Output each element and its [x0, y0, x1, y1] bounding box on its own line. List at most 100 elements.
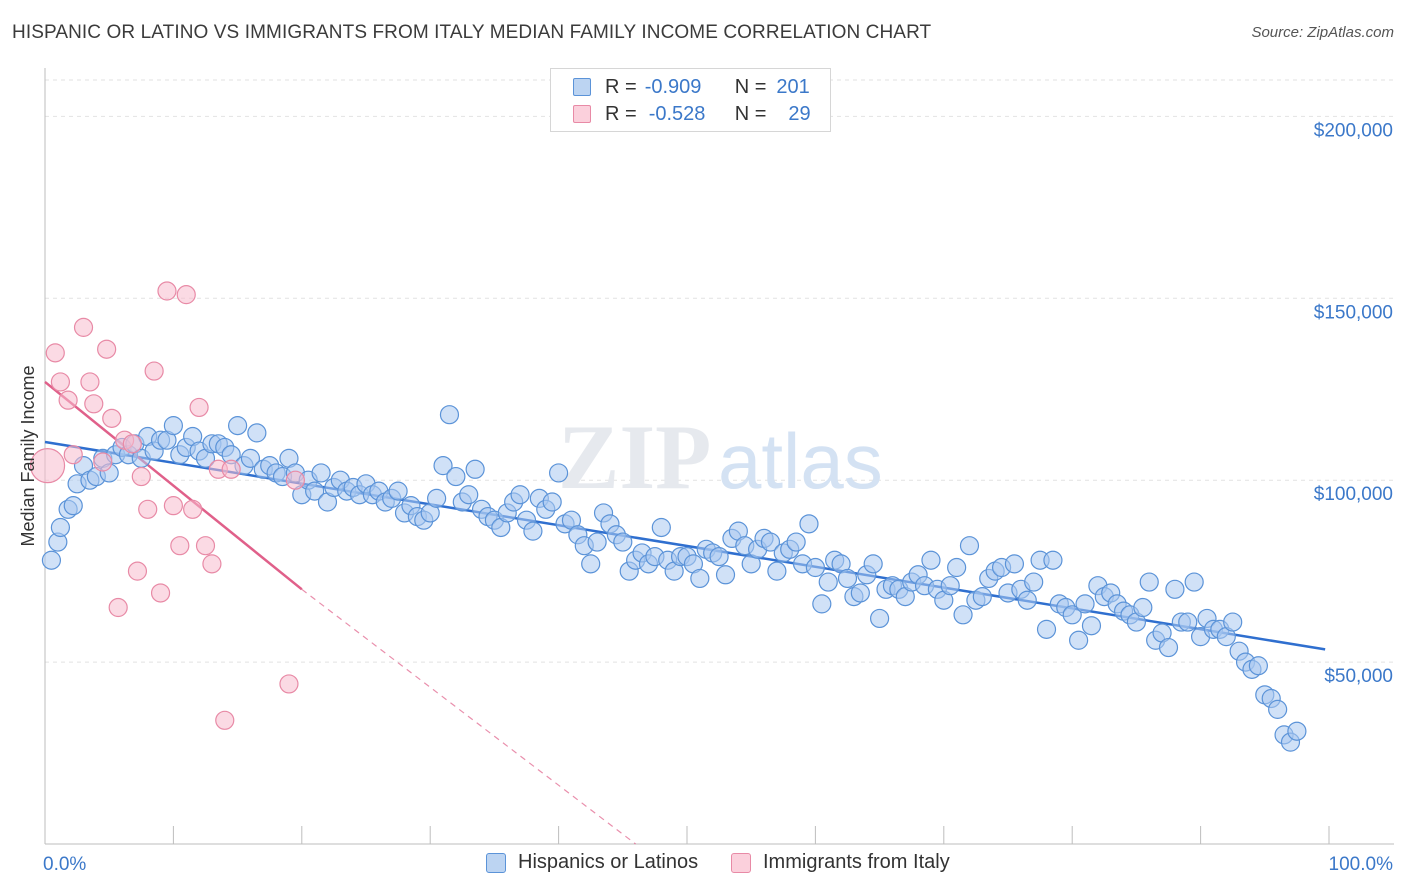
hispanic-point: [1043, 550, 1063, 570]
italy-point: [102, 408, 122, 428]
italy-point: [84, 394, 104, 414]
hispanic-point: [228, 416, 248, 436]
source-label: Source: ZipAtlas.com: [1251, 24, 1394, 41]
italy-trend-extension: [301, 588, 637, 845]
hispanic-point: [799, 514, 819, 534]
legend-item-italy: Immigrants from Italy: [731, 851, 950, 874]
hispanic-point: [1248, 656, 1268, 676]
hispanic-point: [1062, 605, 1082, 625]
italy-point: [29, 448, 66, 484]
hispanic-point: [1036, 619, 1057, 639]
x-tick-label: 0.0%: [43, 854, 86, 875]
italy-point: [170, 536, 190, 556]
hispanic-point: [1081, 616, 1102, 636]
hispanic-point: [1069, 630, 1089, 650]
italy-point: [108, 597, 128, 618]
hispanic-point: [1178, 612, 1198, 632]
legend-r-label: R =: [605, 102, 637, 125]
hispanic-point: [863, 554, 883, 574]
hispanic-point: [510, 485, 530, 505]
italy-point: [285, 470, 305, 490]
hispanic-point: [786, 532, 806, 552]
italy-point: [138, 499, 158, 519]
hispanic-point: [869, 608, 890, 629]
italy-point: [73, 317, 94, 337]
hispanic-point: [50, 517, 71, 538]
hispanic-point: [972, 587, 992, 607]
hispanic-point: [459, 485, 479, 505]
legend-swatch-pink: [731, 852, 751, 873]
legend-n-label: N =: [734, 102, 767, 125]
svg-text:ZIP: ZIP: [558, 406, 711, 508]
legend-row-italy: R = -0.528 N = 29: [573, 101, 811, 127]
watermark: ZIP atlas: [558, 406, 883, 508]
y-tick-label: $150,000: [1314, 302, 1393, 323]
y-tick-label: $100,000: [1314, 484, 1393, 505]
hispanic-point: [1024, 572, 1044, 592]
hispanic-point: [818, 572, 838, 592]
hispanic-point: [1017, 590, 1037, 610]
hispanic-point: [760, 532, 781, 552]
y-tick-label: $50,000: [1324, 666, 1393, 687]
x-tick-labels: 0.0% 100.0%: [43, 854, 1393, 875]
hispanic-point: [311, 463, 331, 483]
y-axis-label: Median Family Income: [18, 365, 38, 546]
hispanic-point: [63, 496, 83, 516]
data-points: [29, 281, 1307, 752]
hispanic-point: [805, 557, 826, 578]
italy-point: [127, 561, 148, 581]
hispanic-point: [433, 456, 453, 476]
hispanic-point: [850, 583, 870, 603]
hispanic-point: [690, 568, 710, 589]
axes: [44, 68, 1394, 845]
italy-point: [80, 372, 100, 392]
hispanic-point: [767, 561, 787, 581]
chart-title: HISPANIC OR LATINO VS IMMIGRANTS FROM IT…: [12, 22, 932, 43]
legend-label: Hispanics or Latinos: [518, 851, 699, 873]
hispanic-point: [959, 536, 980, 556]
italy-point: [195, 536, 216, 556]
legend-swatch-pink: [573, 105, 591, 123]
italy-point: [279, 674, 299, 694]
legend-n-value: 201: [776, 75, 810, 98]
hispanic-point: [1223, 612, 1243, 632]
hispanic-point: [41, 550, 62, 570]
hispanic-point: [523, 521, 543, 541]
italy-point: [93, 452, 113, 472]
italy-point: [63, 445, 83, 465]
hispanic-point: [1184, 572, 1204, 592]
y-tick-label: $200,000: [1314, 120, 1393, 141]
hispanic-point: [1165, 579, 1185, 599]
x-tick-label: 100.0%: [1329, 854, 1394, 875]
italy-point: [58, 390, 78, 410]
legend-swatch-blue: [573, 78, 591, 96]
hispanic-point: [812, 594, 832, 614]
hispanic-point: [240, 448, 261, 468]
hispanic-point: [613, 532, 633, 552]
hispanic-point: [465, 459, 485, 479]
italy-trend-line: [44, 380, 303, 591]
italy-point: [157, 281, 177, 301]
hispanic-point: [163, 416, 183, 436]
y-tick-labels: $50,000 $100,000 $150,000 $200,000: [1314, 120, 1393, 687]
hispanic-point: [651, 517, 671, 538]
italy-point: [50, 372, 71, 392]
legend-row-hispanic: R = -0.909 N = 201: [573, 74, 810, 100]
svg-text:atlas: atlas: [718, 417, 883, 505]
italy-point: [97, 339, 117, 359]
hispanic-point: [1133, 597, 1153, 618]
hispanic-point: [947, 557, 967, 578]
hispanic-point: [427, 488, 447, 508]
legend-r-label: R =: [605, 75, 637, 98]
hispanic-point: [247, 423, 267, 443]
italy-point: [150, 583, 171, 603]
legend-swatch-blue: [486, 852, 506, 873]
hispanic-point: [953, 605, 973, 625]
hispanic-point: [837, 568, 858, 589]
hispanic-point: [305, 481, 325, 501]
hispanic-point: [548, 463, 569, 483]
italy-point: [45, 343, 65, 363]
hispanic-point: [581, 554, 601, 574]
italy-point: [163, 496, 183, 516]
